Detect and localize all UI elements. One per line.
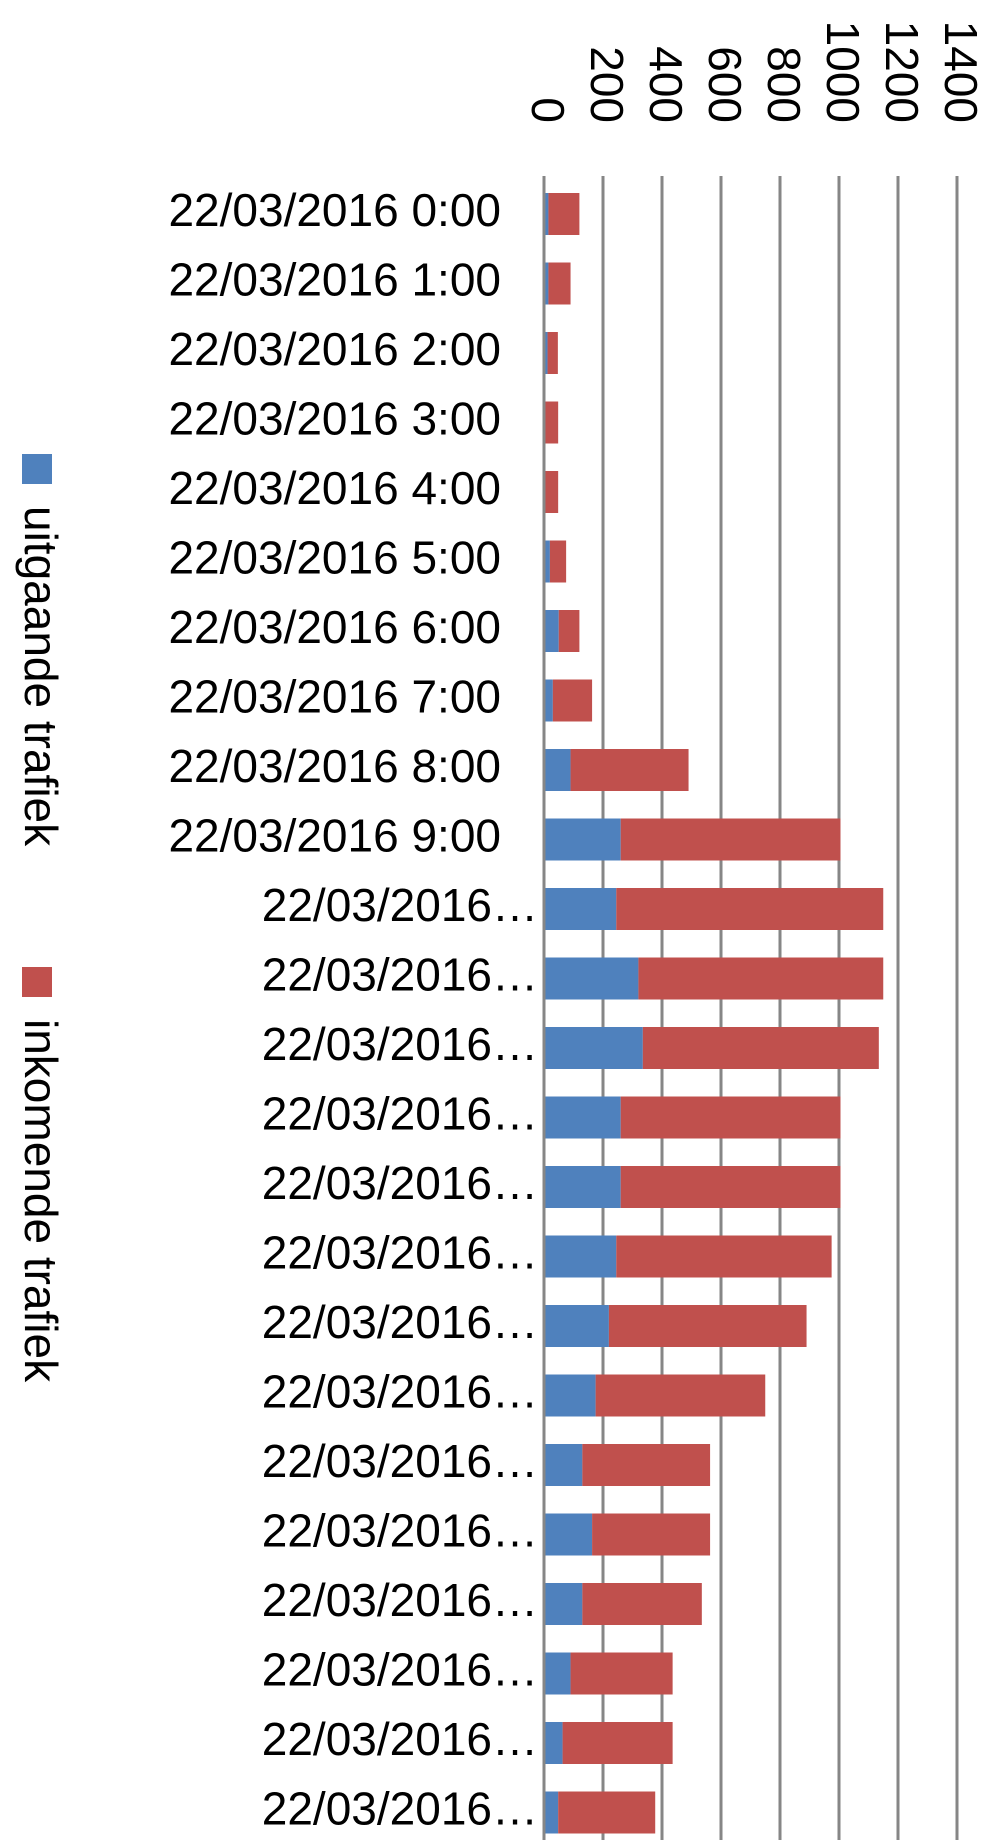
x-tick-label: 0	[522, 97, 574, 123]
bar	[544, 1513, 593, 1556]
bar	[544, 1791, 559, 1834]
bar	[570, 1652, 673, 1695]
bar	[544, 610, 559, 652]
bar	[544, 679, 553, 722]
y-tick-label: 22/03/2016…	[262, 1366, 538, 1418]
y-tick-label: 22/03/2016…	[262, 1505, 538, 1557]
bar	[544, 1166, 621, 1208]
bar	[582, 1444, 711, 1486]
y-tick-label: 22/03/2016…	[262, 1783, 538, 1835]
bar	[544, 1652, 571, 1695]
bar	[544, 193, 549, 235]
y-tick-label: 22/03/2016…	[262, 879, 538, 931]
y-tick-label: 22/03/2016…	[262, 1644, 538, 1696]
bar	[548, 262, 571, 305]
bar	[544, 1444, 583, 1486]
bar	[544, 957, 639, 1000]
bar	[545, 401, 559, 444]
bar	[620, 1166, 841, 1208]
y-tick-label: 22/03/2016 6:00	[168, 601, 501, 653]
legend-label: uitgaande trafiek	[15, 506, 67, 847]
legend-swatch	[22, 967, 52, 997]
y-tick-label: 22/03/2016 9:00	[168, 810, 501, 862]
y-tick-label: 22/03/2016 3:00	[168, 393, 501, 445]
bar	[544, 332, 548, 374]
y-tick-label: 22/03/2016…	[262, 1296, 538, 1348]
bar	[558, 610, 580, 652]
bar	[544, 749, 571, 791]
bar	[620, 1096, 841, 1139]
bar	[544, 262, 549, 305]
bar	[544, 1374, 596, 1417]
x-tick-label: 800	[758, 46, 810, 123]
bar	[620, 818, 841, 861]
y-tick-label: 22/03/2016 2:00	[168, 323, 501, 375]
y-tick-label: 22/03/2016…	[262, 949, 538, 1001]
y-tick-label: 22/03/2016…	[262, 1435, 538, 1487]
bar	[638, 957, 884, 1000]
bar	[582, 1583, 702, 1625]
bar	[547, 332, 558, 374]
bar	[558, 1791, 656, 1834]
bar	[544, 1583, 583, 1625]
bar	[544, 1722, 563, 1764]
y-tick-label: 22/03/2016 5:00	[168, 532, 501, 584]
y-tick-label: 22/03/2016…	[262, 1713, 538, 1765]
y-tick-label: 22/03/2016 4:00	[168, 462, 501, 514]
x-tick-label: 600	[699, 46, 751, 123]
bar	[616, 1235, 832, 1278]
y-tick-label: 22/03/2016…	[262, 1157, 538, 1209]
bar	[552, 679, 593, 722]
bar	[549, 540, 567, 583]
x-tick-label: 1400	[935, 21, 987, 123]
bar	[544, 540, 550, 583]
bar	[544, 888, 617, 930]
bar	[544, 1096, 621, 1139]
bar	[595, 1374, 766, 1417]
bar	[544, 1305, 609, 1347]
bar	[642, 1027, 879, 1069]
y-tick-label: 22/03/2016…	[262, 1227, 538, 1279]
x-tick-label: 1200	[876, 21, 928, 123]
x-tick-label: 200	[581, 46, 633, 123]
bar	[592, 1513, 711, 1556]
legend-swatch	[22, 454, 52, 484]
y-tick-label: 22/03/2016 1:00	[168, 254, 501, 306]
x-tick-label: 1000	[817, 21, 869, 123]
y-tick-label: 22/03/2016 7:00	[168, 671, 501, 723]
y-tick-label: 22/03/2016…	[262, 1088, 538, 1140]
y-tick-label: 22/03/2016 0:00	[168, 184, 501, 236]
bar	[570, 749, 689, 791]
legend-label: inkomende trafiek	[15, 1019, 67, 1383]
y-tick-label: 22/03/2016 8:00	[168, 740, 501, 792]
bar	[544, 818, 621, 861]
x-tick-label: 400	[640, 46, 692, 123]
bar	[544, 1027, 643, 1069]
bar	[545, 471, 559, 513]
bar	[608, 1305, 807, 1347]
bar	[562, 1722, 673, 1764]
y-tick-label: 22/03/2016…	[262, 1574, 538, 1626]
y-tick-label: 22/03/2016…	[262, 1018, 538, 1070]
bar	[616, 888, 884, 930]
bar	[544, 1235, 617, 1278]
bar	[548, 193, 580, 235]
